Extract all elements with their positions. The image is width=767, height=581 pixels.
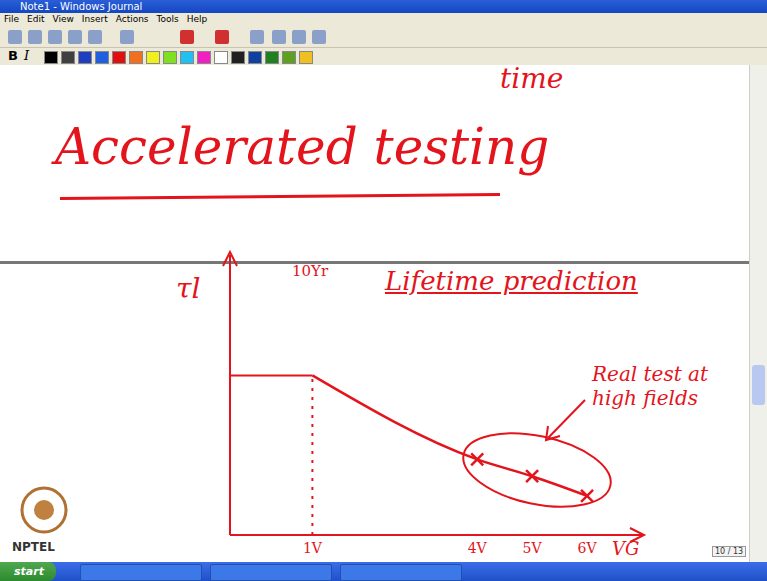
html-text:10 / 13: 10 / 13 [715, 547, 744, 556]
html-text:τl: τl [176, 272, 201, 305]
html-text:time: time [500, 62, 564, 95]
html-text:start: start [14, 565, 44, 578]
html-text:Real test at high fields: Real test at high fields [592, 362, 709, 410]
html-text:Edit: Edit [27, 14, 45, 24]
html-text:NPTEL: NPTEL [12, 540, 55, 554]
svg-text:4V: 4V [468, 540, 488, 556]
svg-text:6V: 6V [578, 540, 598, 556]
html-text:Accelerated testing: Accelerated testing [55, 118, 550, 176]
html-text:View: View [52, 14, 74, 24]
html-text:Lifetime prediction: Lifetime prediction [385, 266, 638, 296]
html-text:Insert: Insert [81, 14, 108, 24]
html-text:10Yr: 10Yr [292, 262, 329, 280]
html-text:B: B [8, 48, 18, 63]
html-text:Tools: Tools [156, 14, 179, 24]
html-text:Actions: Actions [115, 14, 149, 24]
svg-text:5V: 5V [523, 540, 543, 556]
html-text:I: I [24, 48, 30, 63]
svg-text:1V: 1V [303, 540, 323, 556]
html-text:VG: VG [612, 538, 640, 559]
html-text:Note1 - Windows Journal: Note1 - Windows Journal [20, 1, 143, 12]
html-text:Help: Help [186, 14, 208, 24]
html-text:File: File [4, 14, 20, 24]
